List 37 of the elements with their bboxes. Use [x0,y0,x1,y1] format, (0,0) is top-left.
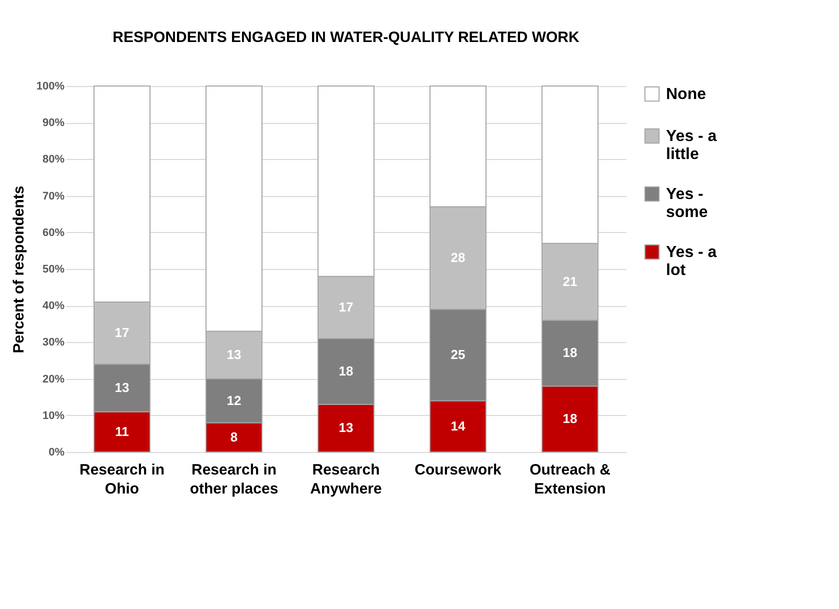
x-tick-label: Coursework [414,462,502,478]
y-tick-label: 30% [42,336,65,349]
data-label: 18 [562,345,578,360]
data-label: 18 [562,411,578,426]
y-tick-label: 80% [42,154,65,166]
legend-label: Yes - some [666,186,708,221]
y-tick-label: 70% [42,190,65,202]
y-tick-label: 20% [42,373,65,386]
data-label: 17 [114,325,130,340]
x-tick-label: Research in other places [190,462,278,498]
y-tick-label: 0% [48,446,65,458]
y-tick-label: 100% [36,80,65,92]
legend-label: Yes - a little [666,128,717,163]
data-label: 17 [338,299,354,314]
chart-title: RESPONDENTS ENGAGED IN WATER-QUALITY RELATED WORK [112,29,580,46]
y-tick-label: 40% [42,300,65,312]
data-label: 13 [226,347,242,362]
x-tick-label: Research Anywhere [310,462,382,498]
data-label: 13 [114,380,130,395]
x-tick-label: Research in Ohio [79,462,165,498]
x-tick-label: Outreach & Extension [530,462,611,498]
data-label: 21 [562,274,578,289]
y-tick-label: 10% [42,410,65,422]
data-label: 25 [450,347,466,362]
y-axis-title: Percent of respondents [10,186,28,354]
data-label: 13 [338,420,354,436]
legend-label: Yes - a lot [666,244,717,279]
y-tick-label: 90% [42,117,65,130]
data-label: 14 [450,418,466,434]
data-label: 18 [338,363,354,378]
legend-label: None [666,86,706,103]
data-label: 28 [450,250,466,266]
data-label: 12 [226,392,242,408]
data-label: 8 [230,429,238,444]
y-tick-label: 50% [42,264,65,276]
y-tick-label: 60% [42,226,65,239]
data-label: 11 [115,424,129,439]
